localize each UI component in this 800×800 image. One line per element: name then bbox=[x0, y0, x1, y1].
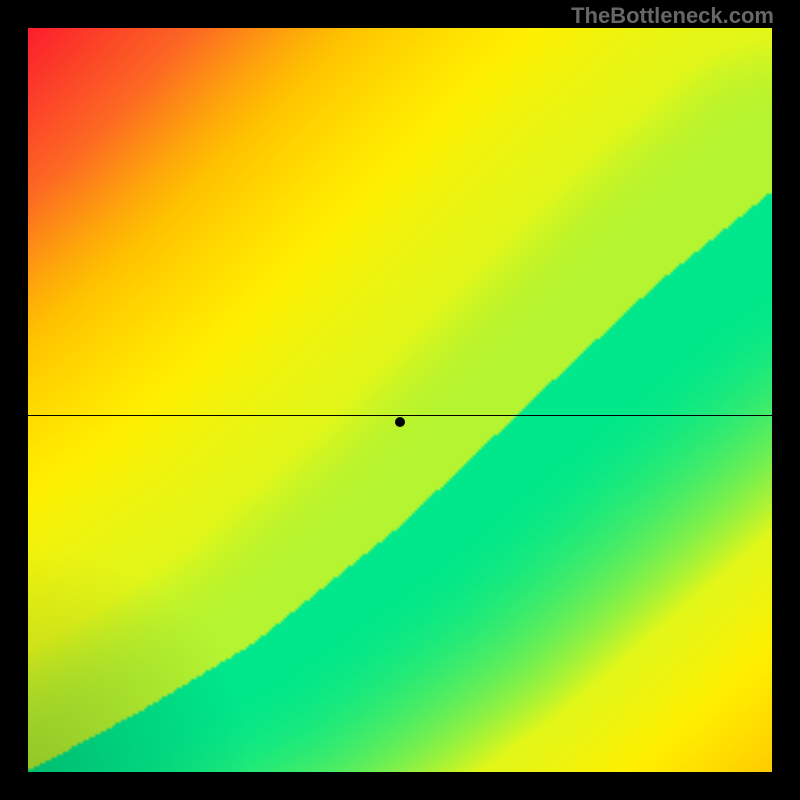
crosshair-vertical bbox=[400, 772, 401, 800]
heatmap-canvas bbox=[28, 28, 772, 772]
data-point-marker bbox=[395, 417, 405, 427]
crosshair-horizontal bbox=[28, 415, 772, 416]
plot-area bbox=[28, 28, 772, 772]
root-container: TheBottleneck.com bbox=[0, 0, 800, 800]
watermark-text: TheBottleneck.com bbox=[571, 3, 774, 29]
